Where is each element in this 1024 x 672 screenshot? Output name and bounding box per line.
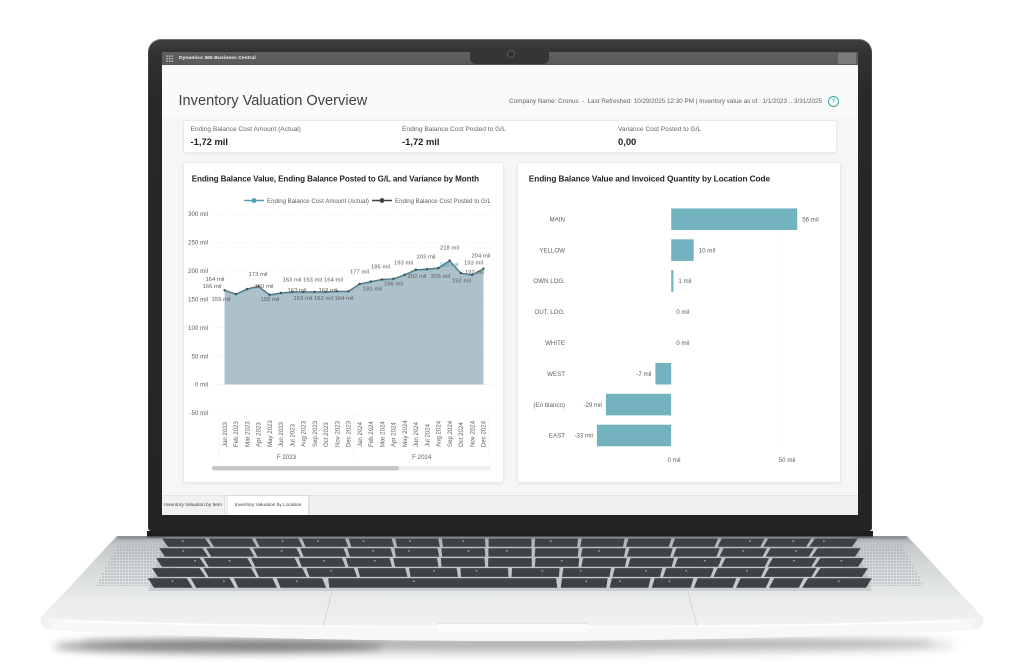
svg-text:Oct 2023: Oct 2023 [323,422,330,447]
svg-text:(En blanco): (En blanco) [533,402,565,409]
svg-text:10 mil: 10 mil [699,247,716,254]
svg-text:204 mil: 204 mil [472,254,491,260]
svg-text:Aug 2024: Aug 2024 [436,420,443,447]
svg-text:Jul 2024: Jul 2024 [424,423,431,447]
svg-text:50 mil: 50 mil [779,457,796,464]
svg-text:Ending Balance Value, Ending B: Ending Balance Value, Ending Balance Pos… [192,175,479,184]
svg-text:EAST: EAST [549,433,565,440]
svg-text:202 mil: 202 mil [408,274,427,280]
svg-text:192 mil: 192 mil [452,279,471,285]
svg-text:1 mil: 1 mil [678,278,691,285]
svg-text:-50 mil: -50 mil [189,410,208,417]
svg-text:Sep 2024: Sep 2024 [447,420,454,447]
svg-text:192 mil: 192 mil [465,270,484,276]
svg-text:218 mil: 218 mil [440,263,459,269]
svg-text:Apr 2024: Apr 2024 [391,422,398,447]
svg-text:May 2023: May 2023 [267,420,274,447]
svg-text:56 mil: 56 mil [802,216,819,223]
svg-text:F 2023: F 2023 [277,454,297,461]
svg-text:163 mil: 163 mil [288,288,307,294]
svg-text:160 mil: 160 mil [255,284,274,290]
svg-text:163 mil: 163 mil [314,296,333,302]
svg-text:164 mil: 164 mil [206,277,225,283]
svg-text:Ending Balance Value and Invoi: Ending Balance Value and Invoiced Quanti… [529,174,771,184]
svg-text:193 mil: 193 mil [464,261,483,267]
svg-text:Dec 2024: Dec 2024 [481,420,488,447]
svg-text:0 mil: 0 mil [676,340,689,347]
svg-text:100 mil: 100 mil [188,325,208,332]
svg-text:Oct 2024: Oct 2024 [458,422,465,447]
svg-text:177 mil: 177 mil [350,270,369,276]
svg-text:Jul 2023: Jul 2023 [289,423,296,447]
svg-text:173 mil: 173 mil [249,272,268,278]
svg-text:YELLOW: YELLOW [539,247,565,254]
svg-text:Jun 2023: Jun 2023 [278,421,285,447]
svg-text:Jun 2024: Jun 2024 [413,421,420,447]
svg-text:Jan 2024: Jan 2024 [357,421,364,447]
svg-text:186 mil: 186 mil [384,282,403,288]
svg-text:181 mil: 181 mil [363,287,382,293]
svg-text:Ending Balance Cost Amount (Ac: Ending Balance Cost Amount (Actual) [267,198,369,205]
svg-text:164 mil: 164 mil [335,296,354,302]
svg-text:WHITE: WHITE [545,340,565,347]
svg-text:Ending Balance Cost Posted to: Ending Balance Cost Posted to G/L [395,198,491,205]
svg-text:163 mil: 163 mil [294,296,313,302]
svg-text:MAIN: MAIN [550,216,565,223]
svg-text:159 mil: 159 mil [212,297,231,303]
svg-text:150 mil: 150 mil [188,297,208,304]
svg-text:Aug 2023: Aug 2023 [301,420,308,447]
svg-text:203 mil: 203 mil [417,255,436,261]
svg-text:Apr 2023: Apr 2023 [256,422,263,447]
svg-text:185 mil: 185 mil [371,265,390,271]
svg-text:300 mil: 300 mil [188,211,208,218]
svg-text:OWN LOG.: OWN LOG. [533,278,565,285]
svg-text:0 mil: 0 mil [195,382,208,389]
svg-text:Feb 2023: Feb 2023 [233,421,240,447]
svg-text:Nov 2024: Nov 2024 [469,420,476,447]
svg-text:Feb 2024: Feb 2024 [368,421,375,447]
svg-text:50 mil: 50 mil [191,353,208,360]
svg-text:OUT. LOG.: OUT. LOG. [534,309,565,316]
svg-text:-7 mil: -7 mil [636,371,651,378]
svg-text:-29 mil: -29 mil [583,402,602,409]
svg-text:163 mil: 163 mil [283,278,302,284]
svg-text:158 mil: 158 mil [261,297,280,303]
svg-text:218 mil: 218 mil [440,246,459,252]
svg-text:205 mil: 205 mil [431,274,450,280]
svg-text:Sep 2023: Sep 2023 [312,420,319,447]
svg-text:0 mil: 0 mil [667,457,680,464]
svg-text:May 2024: May 2024 [402,420,409,447]
svg-text:Nov 2023: Nov 2023 [334,420,341,447]
svg-text:200 mil: 200 mil [188,268,208,275]
svg-text:163 mil: 163 mil [319,288,338,294]
svg-text:F 2024: F 2024 [412,454,432,461]
svg-text:250 mil: 250 mil [188,240,208,247]
svg-text:Jan 2023: Jan 2023 [222,421,229,447]
svg-text:Mar 2024: Mar 2024 [379,421,386,447]
svg-text:-33 mil: -33 mil [574,433,593,440]
svg-text:Mar 2023: Mar 2023 [244,421,251,447]
svg-text:WEST: WEST [547,371,565,378]
svg-text:Dec 2023: Dec 2023 [346,420,353,447]
svg-text:166 mil: 166 mil [203,284,222,290]
svg-text:193 mil: 193 mil [394,261,413,267]
svg-text:164 mil: 164 mil [324,278,343,284]
svg-text:0 mil: 0 mil [676,309,689,316]
svg-text:163 mil: 163 mil [303,278,322,284]
